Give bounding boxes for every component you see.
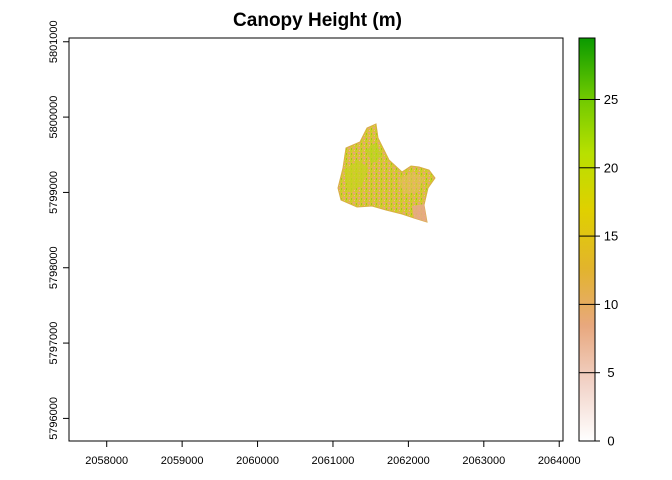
legend-tick-label: 20: [604, 160, 618, 175]
legend-tick-label: 0: [607, 434, 614, 449]
plot-frame: [68, 37, 564, 442]
y-tick-label: 5798000: [48, 246, 60, 289]
y-tick-label: 5801000: [48, 20, 60, 63]
x-tick-label: 2060000: [236, 455, 279, 467]
legend-tick-label: 10: [604, 297, 618, 312]
x-axis: 2058000 2059000 2060000 2061000 2062000 20630…: [85, 441, 581, 467]
y-axis: 5796000 5797000 5798000 5799000 5800000 58010…: [48, 20, 69, 440]
y-tick-label: 5799000: [48, 171, 60, 214]
y-tick-label: 5800000: [48, 96, 60, 139]
legend-colorbar: [578, 37, 596, 442]
x-tick-label: 2061000: [312, 455, 355, 467]
map-title: Canopy Height (m): [233, 10, 402, 31]
x-tick-label: 2062000: [387, 455, 430, 467]
x-tick-label: 2063000: [462, 455, 505, 467]
legend-tick-label: 5: [607, 365, 614, 380]
legend-tick-label: 15: [604, 229, 618, 244]
legend-tick-label: 25: [604, 92, 618, 107]
legend: 0 5 10 15 20 25: [578, 37, 618, 449]
y-tick-label: 5796000: [48, 397, 60, 440]
y-tick-label: 5797000: [48, 322, 60, 365]
x-tick-label: 2059000: [161, 455, 204, 467]
legend-ticks: 0 5 10 15 20 25: [579, 92, 618, 449]
x-tick-label: 2064000: [538, 455, 581, 467]
x-tick-label: 2058000: [85, 455, 128, 467]
canopy-raster: [337, 123, 436, 223]
